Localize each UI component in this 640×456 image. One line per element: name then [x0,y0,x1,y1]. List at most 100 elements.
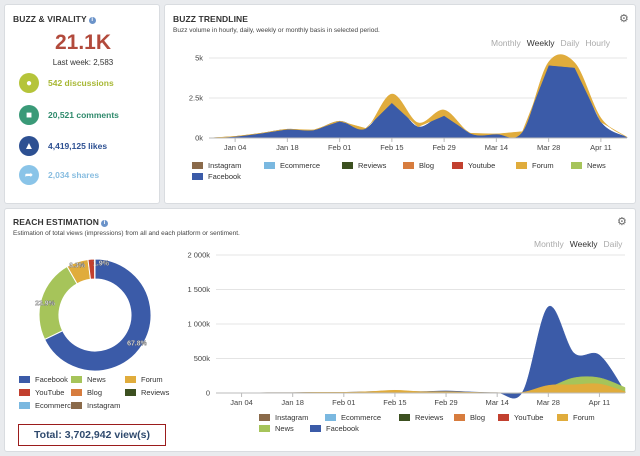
legend-item-news[interactable]: News [571,161,606,170]
info-icon[interactable]: i [88,17,96,24]
legend-item-forum[interactable]: Forum [516,161,554,170]
x-tick-label: Feb 29 [432,143,455,152]
y-tick-label: 500k [194,354,211,363]
legend-item-news[interactable]: News [71,375,106,384]
legend-item-reviews[interactable]: Reviews [125,388,169,397]
legend-swatch [498,414,509,421]
x-tick-label: Apr 11 [589,398,611,407]
stat-likes: ▲ 4,419,125 likes [19,136,107,156]
period-monthly[interactable]: Monthly [534,239,564,249]
legend-swatch [342,162,353,169]
donut-label: 23.9% [35,301,56,308]
x-tick-label: Mar 14 [485,143,508,152]
share-icon: ➦ [19,165,39,185]
legend-swatch [399,414,410,421]
legend-label: Ecommerce [280,161,321,170]
x-tick-label: Mar 14 [486,398,509,407]
legend-item-instagram[interactable]: Instagram [71,401,120,410]
legend-item-blog[interactable]: Blog [454,413,485,422]
trend-legend: Instagram Ecommerce Reviews Blog Youtube… [165,161,635,193]
area-series-forum [215,383,626,394]
legend-swatch [192,173,203,180]
legend-item-ecommerce[interactable]: Ecommerce [19,401,75,410]
stat-shares-label: 2,034 shares [48,170,100,180]
legend-label: News [587,161,606,170]
period-weekly[interactable]: Weekly [569,239,598,249]
legend-label: Instagram [87,401,121,410]
legend-item-facebook[interactable]: Facebook [192,172,241,181]
legend-swatch [71,389,82,396]
stat-discussions-label: 542 discussions [48,78,114,88]
buzz-big-value: 21.1K [54,31,112,54]
x-tick-label: Jan 04 [230,398,253,407]
legend-item-ecommerce[interactable]: Ecommerce [264,161,320,170]
legend-label: YouTube [514,413,544,422]
legend-swatch [19,389,30,396]
legend-item-ecommerce[interactable]: Ecommerce [325,413,381,422]
legend-label: Reviews [141,388,170,397]
trend-period-toggle: Monthly Weekly Daily Hourly [485,38,610,48]
legend-label: Ecommerce [341,413,382,422]
legend-item-blog[interactable]: Blog [71,388,102,397]
legend-swatch [325,414,336,421]
donut-legend: Facebook News Forum YouTube Blog Reviews… [5,375,175,420]
legend-label: News [87,375,106,384]
legend-swatch [452,162,463,169]
legend-item-instagram[interactable]: Instagram [192,161,241,170]
gear-icon[interactable]: ⚙ [619,13,629,25]
legend-swatch [71,402,82,409]
legend-swatch [19,376,30,383]
x-tick-label: Mar 28 [537,143,560,152]
legend-swatch [403,162,414,169]
x-tick-label: Feb 15 [380,143,403,152]
legend-item-blog[interactable]: Blog [403,161,434,170]
legend-item-youtube[interactable]: YouTube [19,388,64,397]
x-tick-label: Mar 28 [537,398,560,407]
legend-item-facebook[interactable]: Facebook [310,424,359,433]
x-tick-label: Jan 18 [276,143,299,152]
legend-item-reviews[interactable]: Reviews [399,413,443,422]
legend-item-reviews[interactable]: Reviews [342,161,386,170]
reach-area-legend: Instagram Ecommerce Reviews Blog YouTube… [173,413,633,439]
legend-swatch [557,414,568,421]
legend-label: Blog [87,388,103,397]
legend-item-youtube[interactable]: YouTube [498,413,543,422]
stat-comments: ■ 20,521 comments [19,105,119,125]
legend-label: Facebook [35,375,68,384]
x-tick-label: Apr 11 [590,143,612,152]
y-tick-label: 5k [195,54,203,63]
legend-label: Reviews [358,161,387,170]
x-tick-label: Feb 15 [383,398,406,407]
reach-area-chart: 0 500k 1 000k 1 500k 2 000k Jan 04 Jan 18 Feb 0… [187,251,626,407]
legend-item-youtube[interactable]: Youtube [452,161,495,170]
donut-slice-facebook [43,258,152,372]
legend-item-instagram[interactable]: Instagram [259,413,308,422]
legend-swatch [192,162,203,169]
legend-label: Youtube [468,161,496,170]
gear-icon[interactable]: ⚙ [617,216,627,228]
reach-estimation-subtitle: Estimation of total views (impressions) … [13,230,240,237]
period-hourly[interactable]: Hourly [585,38,610,48]
y-tick-label: 2.5k [189,94,203,103]
buzz-last-week: Last week: 2,583 [52,58,114,67]
y-tick-label: 1 500k [187,285,210,294]
legend-label: News [275,424,294,433]
info-icon[interactable]: i [100,220,108,227]
legend-swatch [571,162,582,169]
x-tick-label: Feb 01 [332,398,355,407]
legend-label: Facebook [326,424,359,433]
period-monthly[interactable]: Monthly [491,38,521,48]
reach-estimation-panel: REACH ESTIMATION i Estimation of total vi… [4,208,636,452]
legend-swatch [310,425,321,432]
period-daily[interactable]: Daily [603,239,623,249]
legend-item-news[interactable]: News [259,424,294,433]
thumbs-up-icon: ▲ [19,136,39,156]
legend-item-forum[interactable]: Forum [557,413,595,422]
x-tick-label: Jan 18 [281,398,304,407]
legend-item-forum[interactable]: Forum [125,375,163,384]
period-daily[interactable]: Daily [560,38,580,48]
legend-swatch [516,162,527,169]
stat-comments-label: 20,521 comments [48,110,119,120]
period-weekly[interactable]: Weekly [526,38,555,48]
legend-item-facebook[interactable]: Facebook [19,375,68,384]
